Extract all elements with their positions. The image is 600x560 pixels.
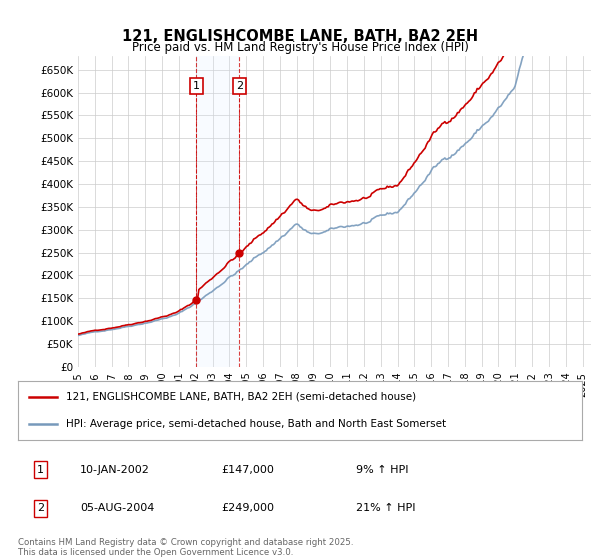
Text: 21% ↑ HPI: 21% ↑ HPI: [356, 503, 416, 514]
Text: £147,000: £147,000: [221, 465, 274, 474]
Text: 10-JAN-2002: 10-JAN-2002: [80, 465, 150, 474]
Text: HPI: Average price, semi-detached house, Bath and North East Somerset: HPI: Average price, semi-detached house,…: [66, 419, 446, 429]
Text: 121, ENGLISHCOMBE LANE, BATH, BA2 2EH (semi-detached house): 121, ENGLISHCOMBE LANE, BATH, BA2 2EH (s…: [66, 391, 416, 402]
Text: 2: 2: [236, 81, 243, 91]
Text: 9% ↑ HPI: 9% ↑ HPI: [356, 465, 409, 474]
Text: 05-AUG-2004: 05-AUG-2004: [80, 503, 154, 514]
Text: 1: 1: [37, 465, 44, 474]
Text: £249,000: £249,000: [221, 503, 274, 514]
Text: 1: 1: [193, 81, 200, 91]
Text: 2: 2: [37, 503, 44, 514]
Text: 121, ENGLISHCOMBE LANE, BATH, BA2 2EH: 121, ENGLISHCOMBE LANE, BATH, BA2 2EH: [122, 30, 478, 44]
Text: Contains HM Land Registry data © Crown copyright and database right 2025.
This d: Contains HM Land Registry data © Crown c…: [18, 538, 353, 557]
Bar: [196, 56, 239, 367]
Text: Price paid vs. HM Land Registry's House Price Index (HPI): Price paid vs. HM Land Registry's House …: [131, 40, 469, 54]
